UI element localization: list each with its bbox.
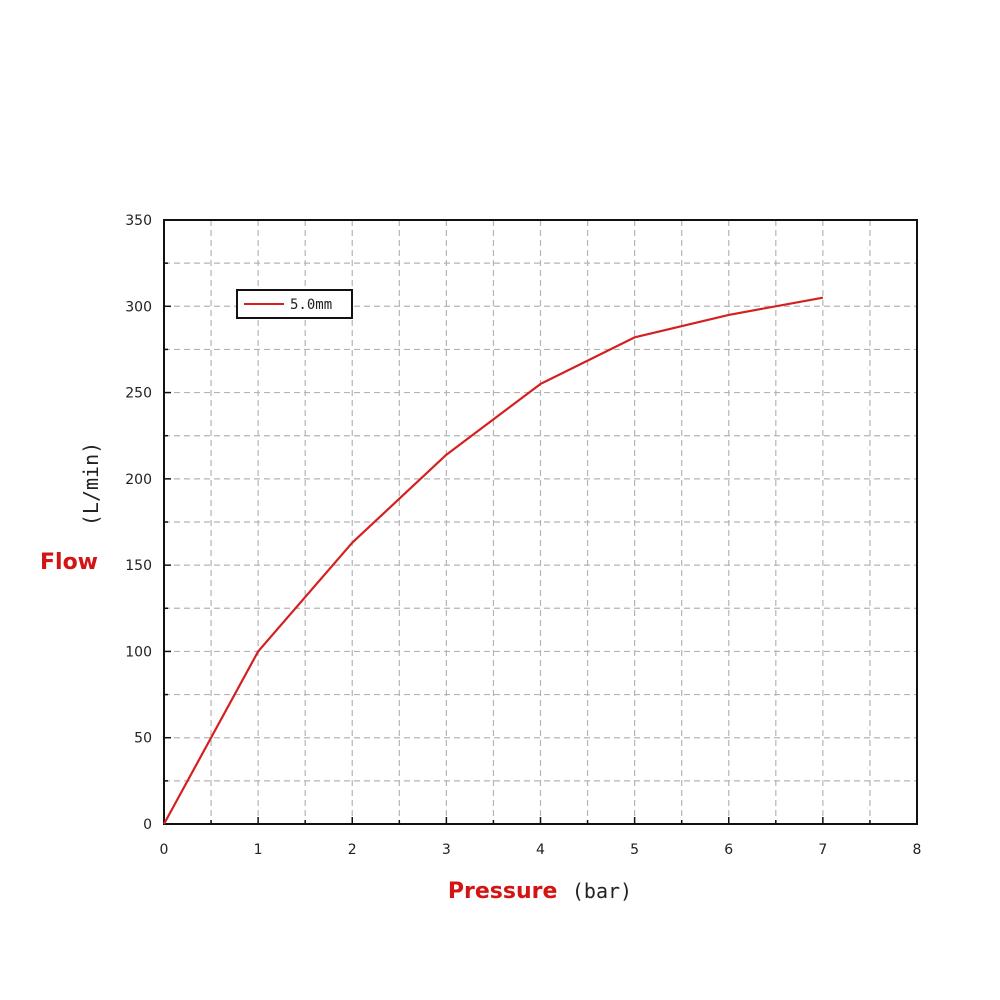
plot-frame [163,219,918,825]
x-tick-label: 6 [724,842,733,858]
axis-ticks: 0 1 2 3 4 5 6 7 8 0 50 100 150 200 250 300 350 [125,213,921,858]
legend: 5.0mm [236,289,353,319]
x-tick-label: 5 [630,842,639,858]
y-tick-label: 350 [125,213,152,229]
y-tick-label: 300 [125,299,152,315]
x-tick-label: 7 [818,842,827,858]
x-tick-label: 0 [160,842,169,858]
x-tick-label: 4 [536,842,545,858]
x-axis-unit: (bar) [572,879,632,903]
series-layer [163,296,824,825]
x-axis-title: Pressure [448,879,558,904]
y-tick-label: 200 [125,472,152,488]
grid [164,220,917,824]
y-tick-label: 100 [125,644,152,660]
x-tick-label: 3 [442,842,451,858]
x-axis-label: Pressure (bar) [448,879,632,904]
y-axis-title: Flow [40,550,98,575]
x-tick-label: 2 [348,842,357,858]
legend-entry-5mm: 5.0mm [290,297,332,313]
y-tick-label: 150 [125,558,152,574]
y-axis-unit: (L/min) [79,442,103,526]
y-tick-label: 0 [143,817,152,833]
x-tick-label: 8 [913,842,922,858]
series-line-0 [163,296,824,825]
y-tick-label: 50 [134,731,152,747]
x-tick-label: 1 [254,842,263,858]
y-tick-label: 250 [125,386,152,402]
